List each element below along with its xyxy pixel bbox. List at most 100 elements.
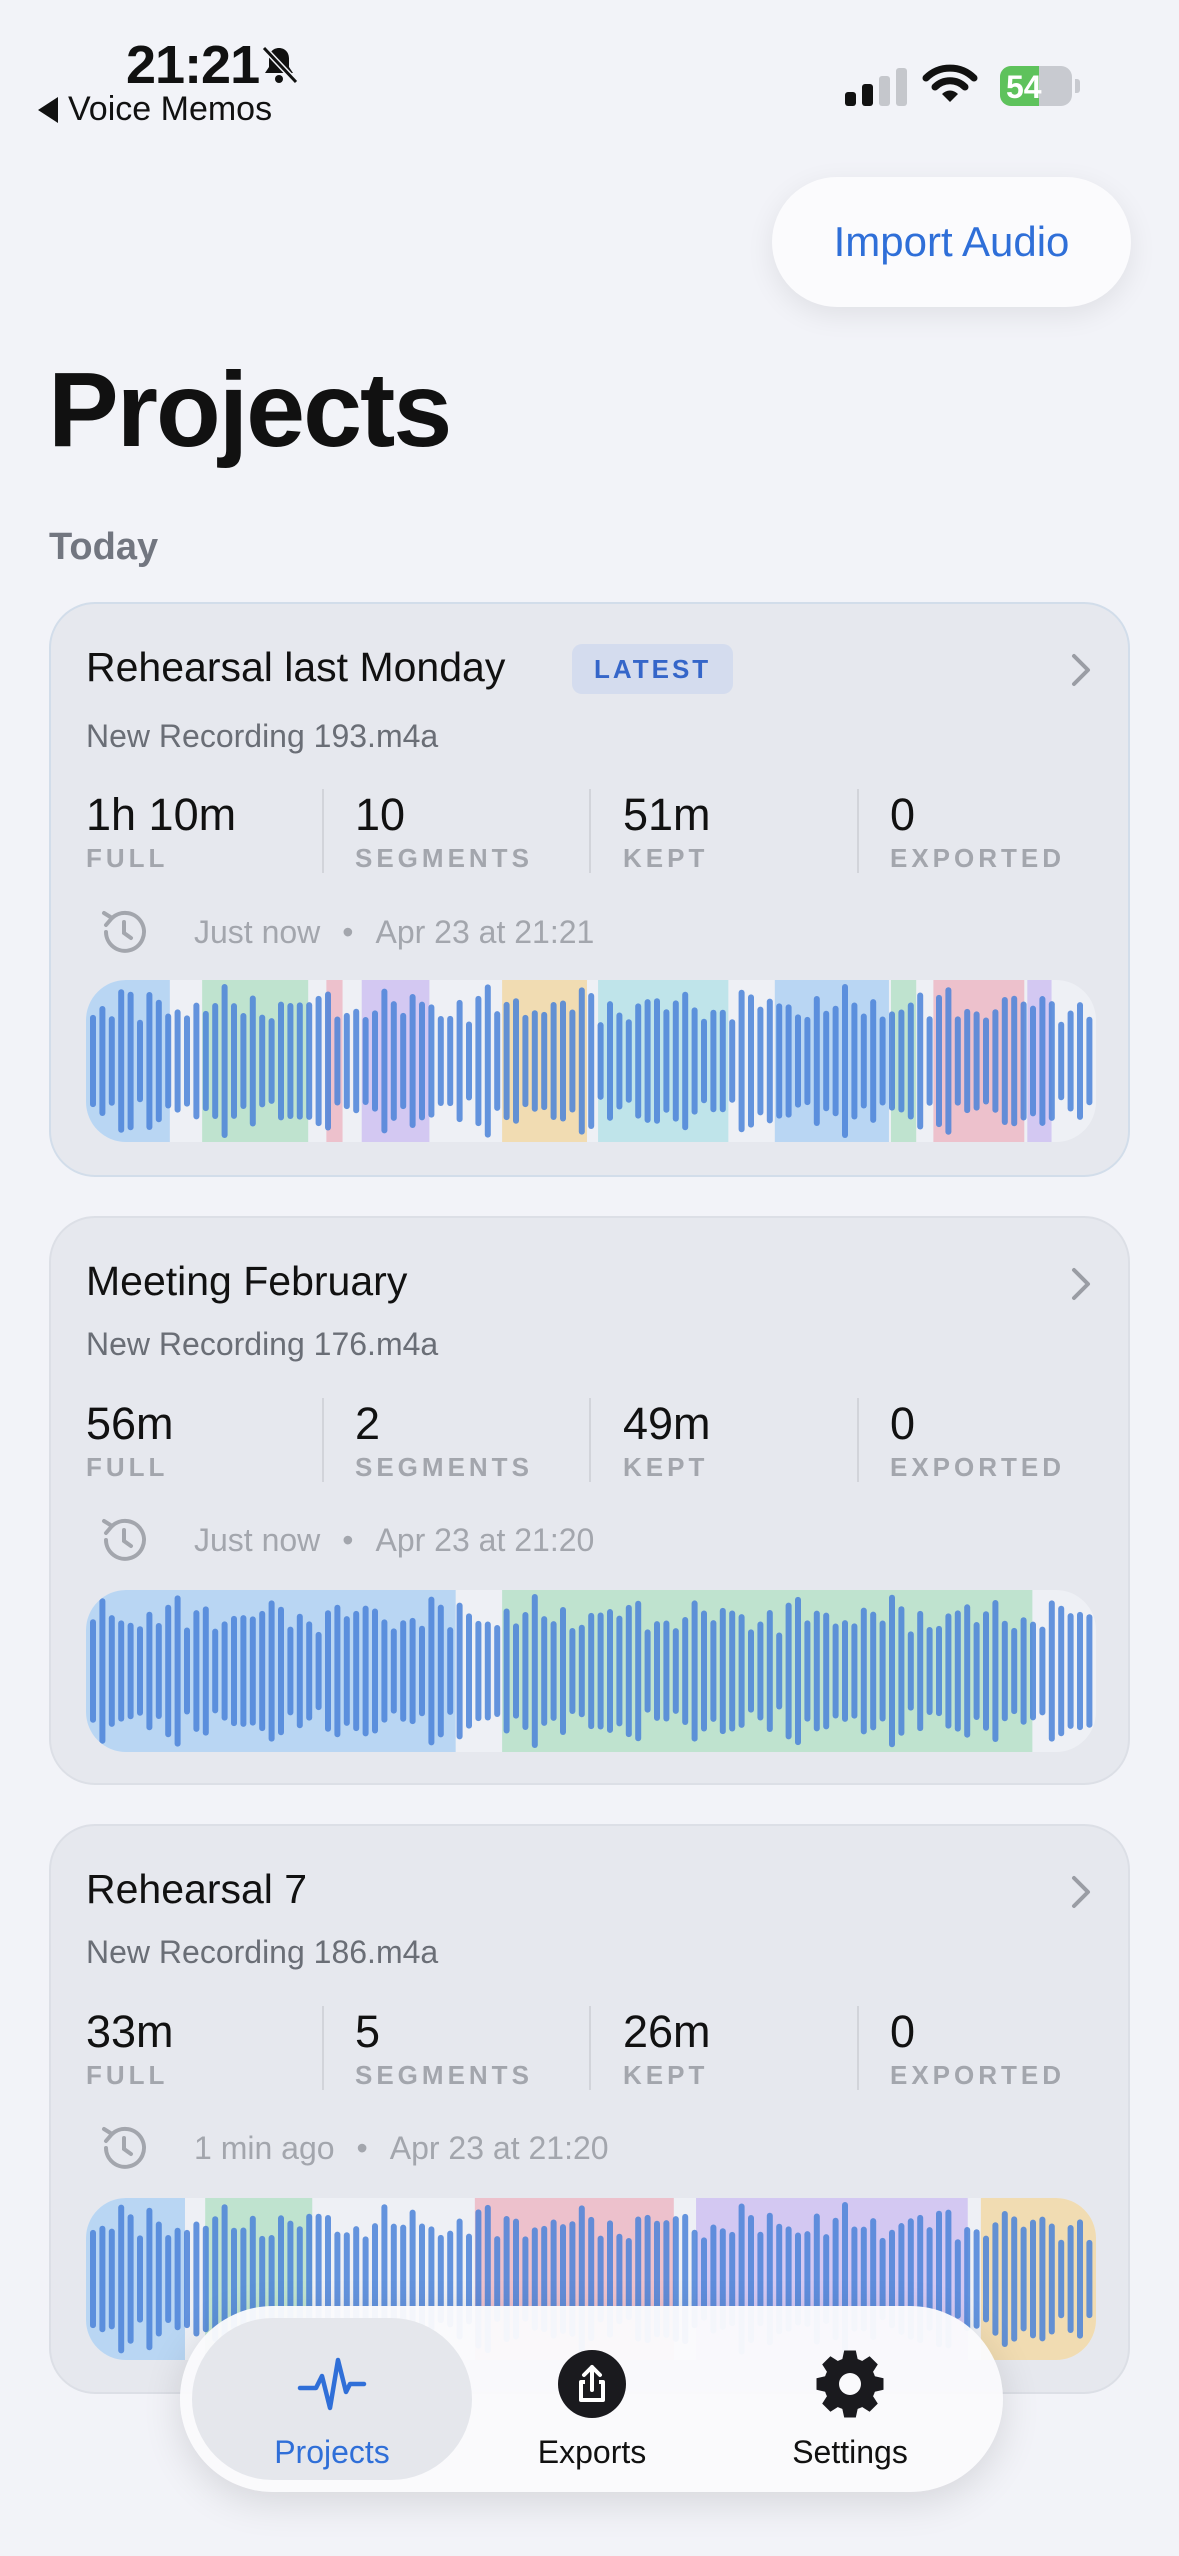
stat-value: 5 <box>355 2006 381 2057</box>
waveform-bar <box>1086 1614 1093 1728</box>
waveform-bar <box>635 1003 642 1119</box>
waveform-bar <box>1039 2216 1046 2342</box>
waveform-bar <box>409 993 416 1129</box>
stat-value: 33m <box>86 2006 174 2057</box>
waveform-bar <box>616 1012 623 1110</box>
stat-divider <box>857 1398 859 1482</box>
waveform-bar <box>494 1624 501 1718</box>
stat-label: KEPT <box>623 843 709 873</box>
stat-segments: 2 SEGMENTS <box>355 1398 533 1486</box>
updated-time: Just now <box>194 1521 321 1558</box>
waveform-bar <box>541 1616 548 1726</box>
waveform-bar <box>795 1596 801 1746</box>
waveform-bar <box>964 2227 971 2331</box>
waveform-bar <box>428 1596 435 1746</box>
stat-full: 56m FULL <box>86 1398 174 1486</box>
waveform-bar <box>691 2229 698 2329</box>
waveform-bar <box>701 1018 707 1104</box>
waveform-bar <box>353 1610 360 1732</box>
waveform-bar <box>447 1627 454 1715</box>
waveform-bar <box>353 1008 360 1114</box>
waveform-bar <box>992 1009 999 1113</box>
waveform-bar <box>992 1599 999 1743</box>
waveform-bar <box>1067 1010 1074 1112</box>
waveform-bar <box>259 2235 266 2323</box>
waveform-bar <box>212 1628 219 1714</box>
waveform-bar <box>362 1017 369 1105</box>
waveform-bar <box>334 1604 341 1738</box>
waveform-bar <box>719 2228 726 2330</box>
waveform-bar <box>1020 1001 1027 1121</box>
waveform-bar <box>184 1015 190 1107</box>
waveform-bar <box>550 1621 557 1721</box>
file-name: New Recording 193.m4a <box>86 718 439 754</box>
waveform-bar <box>155 999 162 1123</box>
waveform-bar <box>625 2238 632 2320</box>
waveform-bar <box>926 1627 933 1715</box>
tab-projects[interactable]: Projects <box>192 2318 472 2480</box>
waveform-bar <box>99 2225 106 2333</box>
waveform-bar <box>851 2226 858 2332</box>
waveform-bar <box>973 2229 980 2329</box>
waveform-bar <box>494 2236 501 2322</box>
stat-exported: 0 EXPORTED <box>890 1398 1065 1486</box>
waveform-bar <box>691 1600 698 1742</box>
updated-time: Just now <box>194 913 321 950</box>
chevron-right-icon <box>1072 1876 1090 1908</box>
waveform-bar <box>776 1003 783 1119</box>
waveform-bar <box>456 1602 463 1740</box>
chevron-right-icon <box>1072 654 1090 686</box>
stat-divider <box>322 2006 324 2090</box>
project-meta: 1 min ago • Apr 23 at 21:20 <box>86 2120 609 2176</box>
waveform-bar <box>992 2222 999 2336</box>
project-title: Rehearsal last Monday <box>86 644 506 690</box>
chevron-right-icon <box>1072 1268 1090 1300</box>
waveform-bar <box>343 1012 350 1110</box>
waveform-bar <box>588 993 595 1129</box>
waveform-bar <box>362 2236 369 2322</box>
waveform-bar <box>870 999 877 1123</box>
waveform-bar <box>428 2226 435 2332</box>
waveform-bar <box>795 2232 801 2326</box>
stat-divider <box>589 789 591 873</box>
waveform-bar <box>296 2226 303 2332</box>
stat-label: EXPORTED <box>890 2060 1066 2090</box>
waveform-bar <box>249 995 256 1127</box>
tab-exports[interactable]: Exports <box>452 2318 732 2480</box>
waveform-bar <box>842 1620 848 1722</box>
waveform-bar <box>625 1604 632 1738</box>
waveform-bar <box>1067 1613 1074 1729</box>
waveform-bar <box>137 1626 143 1716</box>
history-icon <box>102 1518 146 1561</box>
stat-exported: 0 EXPORTED <box>890 789 1065 877</box>
waveform-bar <box>889 1011 895 1111</box>
waveform-bar <box>494 1011 501 1111</box>
project-card[interactable]: Rehearsal last Monday LATEST New Recordi… <box>49 602 1130 1177</box>
waveform-bar <box>409 1617 416 1725</box>
waveform-bar <box>90 1014 96 1108</box>
stat-value: 10 <box>355 789 406 840</box>
tab-bar: Projects Exports Settings <box>180 2306 1003 2492</box>
stat-label: KEPT <box>623 2060 709 2090</box>
waveform-bar <box>531 1010 538 1112</box>
waveform-bar <box>1039 1626 1046 1716</box>
waveform-bar <box>1001 1620 1008 1722</box>
tab-settings[interactable]: Settings <box>710 2318 990 2480</box>
waveform-bar <box>860 1607 867 1735</box>
project-title: Rehearsal 7 <box>86 1866 308 1912</box>
project-card[interactable]: Meeting February New Recording 176.m4a 5… <box>49 1216 1130 1785</box>
waveform-bar <box>503 1608 510 1734</box>
waveform-bar <box>616 1615 623 1727</box>
waveform-bar <box>907 1002 914 1120</box>
back-to-app-link[interactable]: Voice Memos <box>38 90 272 129</box>
waveform-bar <box>390 1001 397 1121</box>
waveform-bar <box>447 1015 454 1107</box>
waveform-bar <box>221 2204 228 2354</box>
waveform-bar <box>513 998 519 1124</box>
import-audio-button[interactable]: Import Audio <box>772 177 1131 307</box>
waveform-bar <box>165 1013 172 1109</box>
waveform-bar <box>898 1606 905 1736</box>
waveform-bar <box>437 1604 444 1738</box>
waveform-bar <box>146 1611 153 1731</box>
waveform-bar <box>701 2237 707 2321</box>
